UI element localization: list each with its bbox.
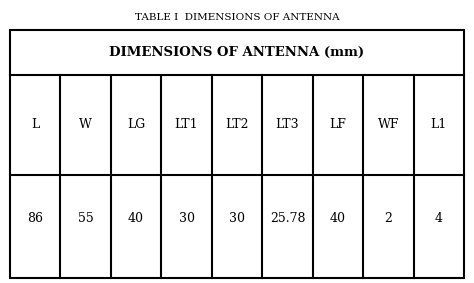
Text: W: W [79,119,92,132]
Text: L1: L1 [431,119,447,132]
Text: TABLE I  DIMENSIONS OF ANTENNA: TABLE I DIMENSIONS OF ANTENNA [135,14,339,23]
Text: LT2: LT2 [225,119,249,132]
Text: WF: WF [378,119,399,132]
Text: 30: 30 [229,212,245,225]
Text: L: L [31,119,39,132]
Text: 25.78: 25.78 [270,212,305,225]
Text: 86: 86 [27,212,43,225]
Text: DIMENSIONS OF ANTENNA (mm): DIMENSIONS OF ANTENNA (mm) [109,46,365,59]
Text: 30: 30 [179,212,194,225]
Bar [10,30,464,278]
Text: 4: 4 [435,212,443,225]
Text: LF: LF [329,119,346,132]
Text: 55: 55 [78,212,93,225]
Text: LG: LG [127,119,145,132]
Text: 2: 2 [384,212,392,225]
Text: 40: 40 [330,212,346,225]
Text: LT1: LT1 [175,119,198,132]
Text: 40: 40 [128,212,144,225]
Text: LT3: LT3 [276,119,299,132]
